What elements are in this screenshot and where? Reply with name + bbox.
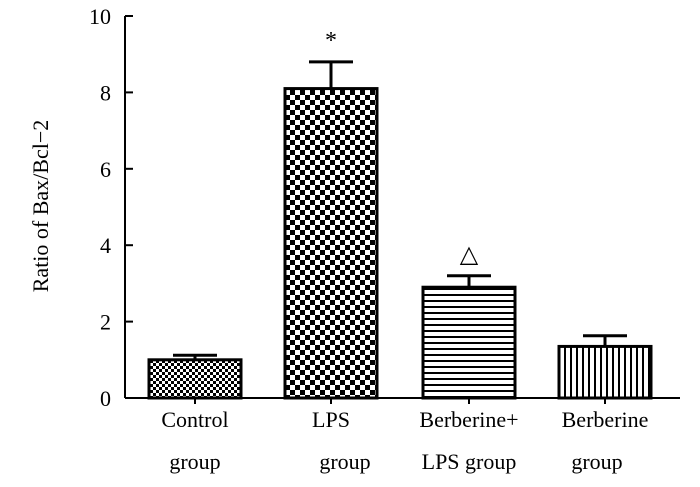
bar-group <box>147 353 243 400</box>
category-label: group <box>571 449 622 474</box>
category-label: group <box>169 449 220 474</box>
category-labels: Control group LPS group Berberine+ LPS group B… <box>161 407 648 474</box>
y-tick-label: 2 <box>100 310 111 335</box>
category-label: Control <box>161 407 228 432</box>
bar-group <box>557 334 653 400</box>
category-label: group <box>319 449 370 474</box>
category-label: LPS group <box>422 449 517 474</box>
y-tick-label: 4 <box>100 233 111 258</box>
y-tick-label: 10 <box>89 4 111 29</box>
y-axis-label: Ratio of Bax/Bcl−2 <box>28 120 53 293</box>
significance-marker: * <box>325 28 337 54</box>
bar <box>421 285 517 400</box>
bar-group: * <box>283 28 379 400</box>
y-tick-label: 0 <box>100 386 111 411</box>
bars: *△ <box>147 28 653 400</box>
y-tick-label: 8 <box>100 80 111 105</box>
significance-marker: △ <box>460 242 479 268</box>
category-label: Berberine <box>562 407 649 432</box>
bar <box>147 358 243 400</box>
bar <box>283 87 379 400</box>
y-axis: 0 2 4 6 8 10 <box>89 4 133 411</box>
bar-group: △ <box>421 242 517 400</box>
category-label: Berberine+ <box>419 407 518 432</box>
bar <box>557 344 653 400</box>
y-tick-label: 6 <box>100 157 111 182</box>
category-label: LPS <box>312 407 350 432</box>
